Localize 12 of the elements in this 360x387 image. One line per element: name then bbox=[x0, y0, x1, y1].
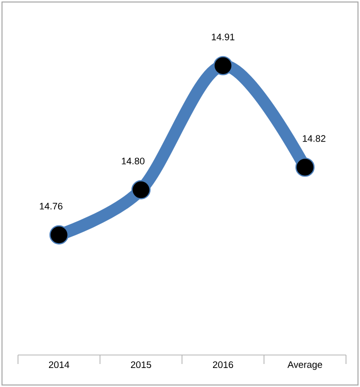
point bbox=[213, 56, 233, 76]
data-label: 14.91 bbox=[212, 34, 234, 40]
x-tick-label: 2014 bbox=[48, 361, 70, 368]
point bbox=[295, 158, 315, 177]
x-tick-label: 2016 bbox=[212, 361, 234, 368]
data-label: 14.76 bbox=[40, 202, 62, 210]
x-tick-label: 2015 bbox=[130, 361, 152, 368]
x-tick-label: Average bbox=[287, 361, 322, 370]
point bbox=[131, 180, 151, 200]
point bbox=[49, 225, 69, 244]
data-label: 14.82 bbox=[302, 135, 326, 142]
data-label: 14.80 bbox=[122, 158, 144, 164]
